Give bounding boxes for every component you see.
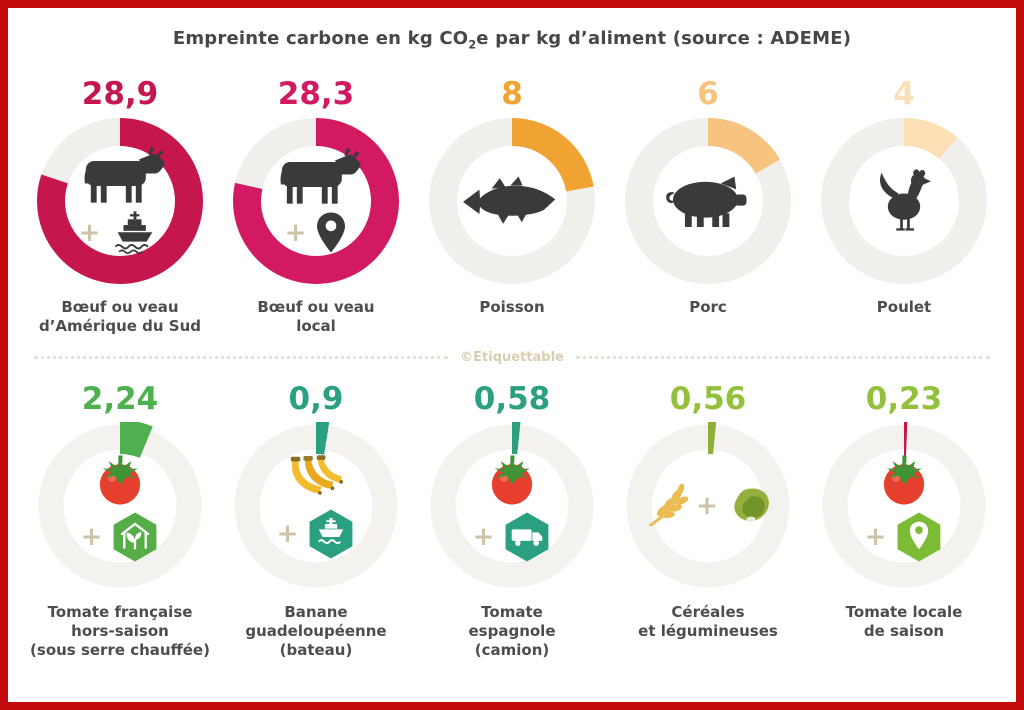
- title-suffix: e par kg d’aliment (source : ADEME): [476, 28, 852, 49]
- food-label: Porc: [689, 297, 727, 316]
- gauge-card-porc: 6: [610, 76, 806, 336]
- food-label: Tomate locale de saison: [845, 602, 963, 641]
- donut-ring: [820, 421, 988, 590]
- donut-gauge: +: [232, 421, 400, 590]
- donut-gauge: [428, 117, 596, 285]
- value-label: 0,9: [288, 380, 344, 417]
- donut-gauge: [820, 117, 988, 285]
- divider-dotted-line: [575, 355, 990, 359]
- gauge-card-cereales: 0,56: [610, 381, 806, 661]
- gauge-card-poisson: 8 Poisson: [414, 76, 610, 336]
- donut-gauge: +: [624, 421, 792, 590]
- gauge-card-tomate-francaise: 2,24 +: [22, 381, 218, 661]
- chart-title: Empreinte carbone en kg CO2e par kg d’al…: [8, 28, 1016, 52]
- plus-icon: +: [696, 490, 718, 521]
- tomato-icon: [491, 455, 533, 505]
- value-label: 6: [697, 75, 719, 112]
- wheat-icon: [648, 483, 689, 527]
- divider: ©Etiquettable: [34, 350, 990, 365]
- greenhouse-badge-icon: [113, 512, 157, 562]
- food-label: Bœuf ou veau local: [257, 297, 375, 335]
- pig-icon: [666, 176, 747, 228]
- donut-gauge: +: [428, 421, 596, 590]
- donut-gauge: +: [232, 117, 400, 285]
- value-label: 8: [501, 75, 523, 112]
- food-label: Céréales et légumineuses: [638, 602, 778, 641]
- food-label: Tomate française hors-saison (sous serre…: [30, 602, 210, 660]
- donut-ring: [37, 117, 203, 284]
- donut-ring: [428, 421, 596, 590]
- plus-icon: +: [864, 521, 887, 552]
- ship-badge-icon: [309, 509, 353, 559]
- food-label: Banane guadeloupéenne (bateau): [245, 602, 387, 660]
- donut-ring: [624, 421, 792, 590]
- value-label: 0,23: [865, 380, 943, 417]
- plus-icon: +: [78, 217, 101, 248]
- gauge-row-vegetables: 2,24 +: [8, 381, 1016, 661]
- credit-text: ©Etiquettable: [460, 349, 564, 365]
- food-label: Poisson: [479, 297, 545, 316]
- gauge-card-poulet: 4: [806, 76, 1002, 336]
- tomato-icon: [883, 455, 925, 505]
- food-label: Poulet: [876, 297, 932, 316]
- value-label: 0,58: [473, 380, 551, 417]
- donut-ring: [233, 117, 399, 284]
- tomato-icon: [99, 455, 141, 505]
- plus-icon: +: [276, 518, 299, 549]
- value-label: 28,9: [81, 75, 159, 112]
- cow-icon: [84, 146, 165, 203]
- title-subscript: 2: [468, 38, 477, 52]
- donut-ring: [36, 421, 204, 590]
- donut-ring: [821, 117, 987, 284]
- plus-icon: +: [80, 521, 103, 552]
- food-label: Bœuf ou veau d’Amérique du Sud: [38, 297, 202, 335]
- divider-dotted-line: [34, 355, 449, 359]
- value-label: 4: [893, 75, 915, 112]
- donut-ring: [232, 421, 400, 590]
- donut-gauge: +: [36, 421, 204, 590]
- donut-gauge: +: [36, 117, 204, 285]
- fish-icon: [463, 176, 556, 224]
- value-label: 28,3: [277, 75, 355, 112]
- value-label: 0,56: [669, 380, 747, 417]
- gauge-card-boeuf-local: 28,3: [218, 76, 414, 336]
- donut-gauge: +: [820, 421, 988, 590]
- title-prefix: Empreinte carbone en kg CO: [172, 28, 469, 49]
- cow-icon: [280, 147, 361, 204]
- legumes-icon: [734, 488, 769, 522]
- food-label: Tomate espagnole (camion): [468, 602, 556, 660]
- gauge-card-banane: 0,9 +: [218, 381, 414, 661]
- donut-gauge: [624, 117, 792, 285]
- chicken-icon: [879, 169, 932, 231]
- truck-badge-icon: [505, 512, 549, 562]
- donut-ring: [625, 117, 791, 284]
- ship-icon: [115, 210, 153, 254]
- location-pin-icon: [317, 212, 346, 253]
- plus-icon: +: [284, 217, 307, 248]
- gauge-row-meats: 28,9: [8, 76, 1016, 336]
- gauge-card-tomate-locale: 0,23 +: [806, 381, 1002, 661]
- gauge-card-boeuf-amerique-du-sud: 28,9: [22, 76, 218, 336]
- banana-icon: [290, 455, 344, 495]
- pin-badge-icon: [897, 512, 941, 562]
- gauge-card-tomate-espagnole: 0,58 +: [414, 381, 610, 661]
- value-label: 2,24: [81, 380, 159, 417]
- plus-icon: +: [472, 521, 495, 552]
- donut-ring: [429, 117, 595, 284]
